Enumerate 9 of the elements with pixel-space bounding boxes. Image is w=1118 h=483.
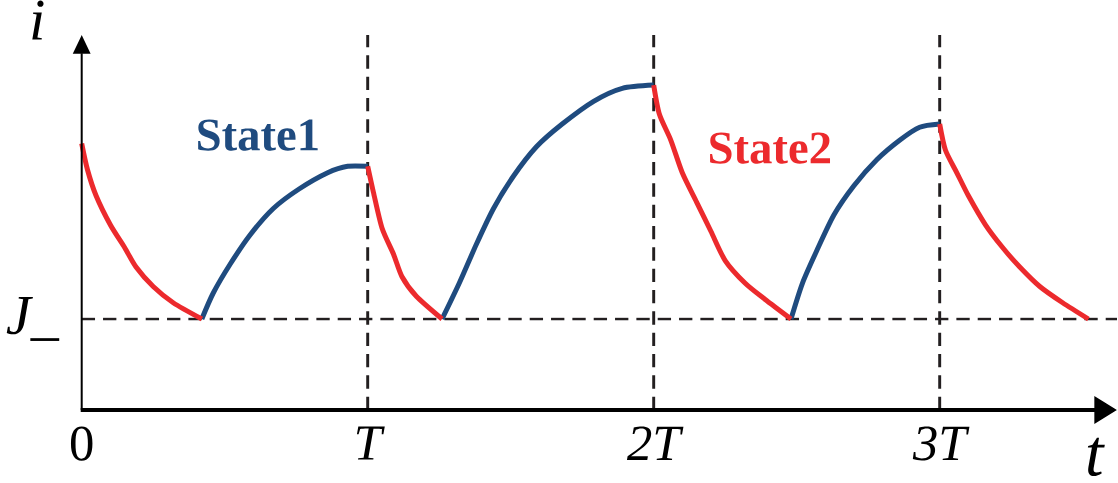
x-axis-title: t — [1087, 437, 1105, 476]
ref-line-label: J_ — [6, 297, 60, 341]
series-label: State2 — [710, 132, 831, 164]
x-tick-label: T — [356, 426, 385, 460]
x-tick-label: 2T — [626, 426, 684, 460]
series-label: State1 — [198, 119, 318, 151]
x-tick-label: 3T — [912, 426, 970, 461]
x-tick-label: 0 — [70, 426, 93, 461]
y-axis-title: i — [32, 0, 44, 40]
